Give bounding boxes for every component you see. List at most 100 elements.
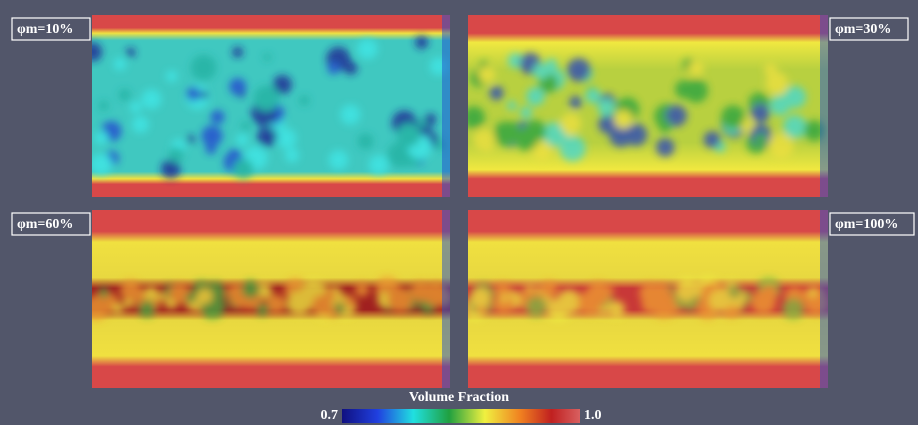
field-blob [276,128,296,148]
colorbar: Volume Fraction 0.7 1.0 [321,390,602,423]
field-blob [410,281,430,301]
panel: φm=30% [462,15,908,197]
panels: φm=10% φm=30% φm=60% φm=100% [12,15,914,388]
field-blob [241,280,259,298]
panel-edge [820,210,828,388]
panel-edge [442,210,450,388]
field-blob [704,131,721,148]
field-blob [166,70,178,82]
field-blob [285,148,299,162]
field-blob [782,298,804,320]
field-blob [585,88,600,103]
field-blob [169,147,184,162]
field-blob [541,281,557,297]
field-blob [267,294,286,313]
panel: φm=100% [463,210,914,388]
field-blob [689,61,704,76]
field-blob [327,62,339,74]
field-blob [397,124,420,147]
field-blob [340,105,360,125]
field-blob [523,120,546,143]
panel-edge [820,15,828,197]
field-blob [752,294,773,315]
field-blob [578,291,602,315]
field-blob [415,36,428,49]
field-blob [98,287,109,298]
field-blob [201,91,209,99]
field-blob [158,293,166,301]
field-blob [345,296,356,307]
field-blob [520,107,532,119]
field-blob [211,110,225,124]
field-blob [142,89,162,109]
field-blob [233,159,253,179]
field-blob [201,125,222,146]
field-blob [132,116,149,133]
field-blob [708,289,731,312]
field-blob [598,115,617,134]
panel-edge [442,15,450,197]
field-blob [388,288,412,312]
field-blob [605,285,614,294]
field-blob [130,101,142,113]
field-blob [113,58,126,71]
panel-label: φm=30% [835,22,891,37]
field-blob [507,101,516,110]
field-blob [614,110,632,128]
field-blob [312,295,332,315]
field-blob [126,48,136,58]
field-blob [500,294,509,303]
field-blob [334,303,345,314]
field-blob [608,301,625,318]
field-blob [598,99,615,116]
field-blob [186,87,201,102]
colorbar-title: Volume Fraction [409,390,509,405]
field-blob [90,154,112,176]
panel-label: φm=100% [835,217,898,232]
field-blob [99,101,109,111]
field-blob [144,286,159,301]
field-blob [161,160,180,179]
colorbar-gradient [342,409,580,423]
field-blob [287,290,312,315]
field-blob [263,53,271,61]
field-blob [639,283,660,304]
field-blob [138,300,155,317]
field-blob [625,124,647,146]
field-blob [369,155,389,175]
page: φm=10% φm=30% φm=60% φm=100% Volume Fractio… [0,0,918,425]
panel-label: φm=60% [17,217,73,232]
field-blob [462,106,485,129]
field-blob [228,149,240,161]
field-blob [721,105,745,129]
field-blob [83,42,102,61]
field-blob [185,293,196,304]
field-blob [547,298,570,321]
field-blob [191,55,217,81]
field-blob [489,86,503,100]
field-blob [83,296,108,321]
field-blob [769,133,794,158]
figure: φm=10% φm=30% φm=60% φm=100% Volume Fractio… [0,0,918,425]
field-blob [473,129,495,151]
field-blob [187,135,195,143]
field-blob [112,303,123,314]
field-blob [560,136,586,162]
field-blob [357,39,378,60]
field-blob [120,280,141,301]
field-blob [807,288,817,298]
colorbar-max: 1.0 [584,408,602,423]
field-blob [684,79,708,103]
field-blob [493,121,518,146]
field-blob [656,138,675,157]
panel-label: φm=10% [17,22,73,37]
field-blob [355,282,370,297]
panel: φm=10% [12,15,450,197]
field-blob [229,78,246,95]
panel: φm=60% [12,210,453,388]
field-blob [236,134,248,146]
field-blob [254,85,279,110]
field-blob [425,114,436,125]
field-blob [95,131,108,144]
field-blob [567,58,590,81]
